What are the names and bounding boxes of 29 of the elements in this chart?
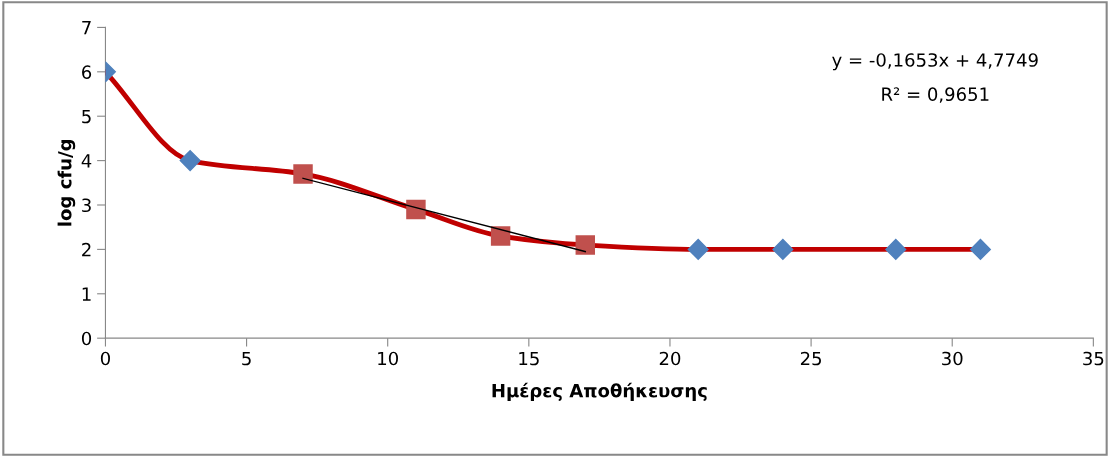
point (179, 150, 201, 172)
point (293, 164, 313, 184)
x-axis-title: Ημέρες Αποθήκευσης (492, 382, 707, 401)
point (490, 226, 511, 246)
y-tick-label: 2 (82, 242, 91, 257)
x-tick-label: 30 (942, 351, 963, 366)
point (406, 199, 426, 220)
x-tick-label: 25 (800, 351, 821, 366)
y-tick-label: 5 (82, 109, 91, 124)
annotation: y = -0,1653x + 4,7749 (832, 53, 1038, 71)
point (687, 238, 709, 260)
x-tick-label: 5 (242, 351, 251, 366)
annotation: R² = 0,9651 (882, 87, 989, 103)
x-tick-label: 20 (659, 351, 681, 366)
y-tick-label: 0 (81, 331, 92, 346)
y-tick-label: 1 (82, 287, 91, 301)
x-tick-label: 10 (378, 351, 398, 366)
x-tick-label: 15 (519, 351, 539, 366)
y-tick-label: 7 (82, 21, 91, 35)
point (772, 238, 794, 260)
point (885, 238, 907, 260)
x-tick-label: 35 (1083, 351, 1104, 366)
y-tick-label: 4 (81, 154, 92, 168)
point (575, 235, 596, 255)
y-tick-label: 6 (82, 65, 92, 79)
y-tick-label: 3 (82, 198, 91, 213)
point (969, 238, 991, 260)
y-axis-title: log cfu/g (57, 139, 76, 226)
x-tick-label: 0 (100, 351, 110, 366)
